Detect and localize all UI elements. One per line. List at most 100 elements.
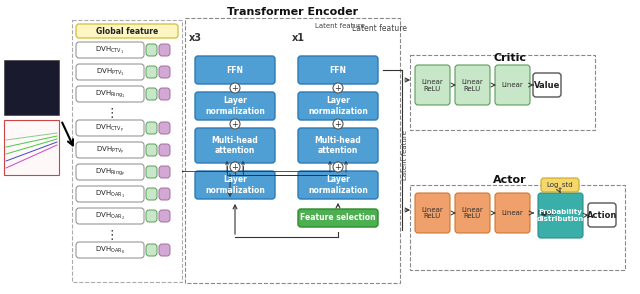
Text: +: + xyxy=(232,119,239,128)
Circle shape xyxy=(333,162,343,172)
FancyBboxPatch shape xyxy=(159,66,170,78)
FancyBboxPatch shape xyxy=(146,166,157,178)
Text: Mean: Mean xyxy=(537,210,556,216)
Text: Linear: Linear xyxy=(502,210,524,216)
FancyBboxPatch shape xyxy=(146,66,157,78)
Text: Multi-head
attention: Multi-head attention xyxy=(212,136,259,155)
FancyBboxPatch shape xyxy=(298,56,378,84)
Text: Linear
ReLU: Linear ReLU xyxy=(461,206,483,220)
FancyBboxPatch shape xyxy=(415,193,450,233)
Text: Critic: Critic xyxy=(493,53,527,63)
FancyBboxPatch shape xyxy=(146,210,157,222)
Text: +: + xyxy=(335,119,341,128)
Bar xyxy=(410,55,595,130)
FancyBboxPatch shape xyxy=(76,242,144,258)
FancyBboxPatch shape xyxy=(538,193,583,238)
Text: +: + xyxy=(232,83,239,93)
Circle shape xyxy=(333,83,343,93)
Bar xyxy=(185,18,400,283)
Text: Transformer Encoder: Transformer Encoder xyxy=(227,7,358,17)
FancyBboxPatch shape xyxy=(76,64,144,80)
FancyBboxPatch shape xyxy=(159,88,170,100)
FancyBboxPatch shape xyxy=(159,188,170,200)
Text: FFN: FFN xyxy=(330,66,346,74)
Circle shape xyxy=(230,162,240,172)
Text: FFN: FFN xyxy=(227,66,243,74)
FancyBboxPatch shape xyxy=(159,166,170,178)
FancyBboxPatch shape xyxy=(159,44,170,56)
Text: $\mathrm{DVH_{PTV_1}}$: $\mathrm{DVH_{PTV_1}}$ xyxy=(95,66,124,78)
Bar xyxy=(4,60,59,115)
Text: $\mathrm{DVH_{OAR_K}}$: $\mathrm{DVH_{OAR_K}}$ xyxy=(95,245,125,255)
FancyBboxPatch shape xyxy=(76,142,144,158)
Text: Linear
ReLU: Linear ReLU xyxy=(461,78,483,91)
Text: Layer
normalization: Layer normalization xyxy=(205,96,265,116)
FancyBboxPatch shape xyxy=(146,144,157,156)
Text: Actor: Actor xyxy=(493,175,527,185)
Text: Multi-head
attention: Multi-head attention xyxy=(315,136,362,155)
FancyBboxPatch shape xyxy=(588,203,616,227)
Text: $\mathrm{DVH_{CTV_P}}$: $\mathrm{DVH_{CTV_P}}$ xyxy=(95,123,125,133)
FancyBboxPatch shape xyxy=(159,210,170,222)
Text: Layer
normalization: Layer normalization xyxy=(308,96,368,116)
FancyBboxPatch shape xyxy=(76,120,144,136)
FancyBboxPatch shape xyxy=(195,56,275,84)
Text: Linear
ReLU: Linear ReLU xyxy=(422,206,444,220)
Text: Layer
normalization: Layer normalization xyxy=(308,175,368,195)
FancyBboxPatch shape xyxy=(146,122,157,134)
FancyBboxPatch shape xyxy=(159,144,170,156)
Text: Action: Action xyxy=(587,211,617,220)
Text: x1: x1 xyxy=(291,33,305,43)
Text: Latent feature: Latent feature xyxy=(402,130,408,180)
Text: +: + xyxy=(232,163,239,171)
FancyBboxPatch shape xyxy=(146,44,157,56)
FancyBboxPatch shape xyxy=(415,65,450,105)
Text: ⋮: ⋮ xyxy=(106,106,118,119)
Text: $\mathrm{DVH_{Ring_1}}$: $\mathrm{DVH_{Ring_1}}$ xyxy=(95,88,125,100)
Bar xyxy=(72,20,182,282)
Text: $\mathrm{DVH_{PTV_P}}$: $\mathrm{DVH_{PTV_P}}$ xyxy=(95,144,124,156)
Text: $\mathrm{DVH_{OAR_1}}$: $\mathrm{DVH_{OAR_1}}$ xyxy=(95,188,125,200)
Text: ⋮: ⋮ xyxy=(106,228,118,241)
Text: Layer
normalization: Layer normalization xyxy=(205,175,265,195)
Bar xyxy=(410,185,625,270)
FancyBboxPatch shape xyxy=(195,128,275,163)
Text: Global feature: Global feature xyxy=(96,26,158,36)
FancyBboxPatch shape xyxy=(76,186,144,202)
FancyBboxPatch shape xyxy=(533,73,561,97)
FancyBboxPatch shape xyxy=(146,88,157,100)
FancyBboxPatch shape xyxy=(195,171,275,199)
Text: Latent feature: Latent feature xyxy=(353,24,408,33)
FancyBboxPatch shape xyxy=(159,244,170,256)
Text: +: + xyxy=(335,163,341,171)
FancyBboxPatch shape xyxy=(541,178,579,192)
Text: Feature selection: Feature selection xyxy=(300,213,376,223)
FancyBboxPatch shape xyxy=(298,171,378,199)
Text: Latent feature: Latent feature xyxy=(315,23,365,29)
Text: Linear: Linear xyxy=(502,82,524,88)
Text: Linear
ReLU: Linear ReLU xyxy=(422,78,444,91)
FancyBboxPatch shape xyxy=(195,92,275,120)
FancyBboxPatch shape xyxy=(298,128,378,163)
FancyBboxPatch shape xyxy=(298,92,378,120)
FancyBboxPatch shape xyxy=(455,193,490,233)
Circle shape xyxy=(230,119,240,129)
FancyBboxPatch shape xyxy=(76,42,144,58)
FancyBboxPatch shape xyxy=(455,65,490,105)
FancyBboxPatch shape xyxy=(495,65,530,105)
Text: x3: x3 xyxy=(189,33,202,43)
Circle shape xyxy=(333,119,343,129)
FancyBboxPatch shape xyxy=(298,209,378,227)
Bar xyxy=(4,120,59,175)
FancyBboxPatch shape xyxy=(159,122,170,134)
Text: +: + xyxy=(335,83,341,93)
FancyBboxPatch shape xyxy=(146,244,157,256)
Circle shape xyxy=(230,83,240,93)
FancyBboxPatch shape xyxy=(76,164,144,180)
Text: $\mathrm{DVH_{CTV_1}}$: $\mathrm{DVH_{CTV_1}}$ xyxy=(95,44,125,56)
FancyBboxPatch shape xyxy=(146,188,157,200)
FancyBboxPatch shape xyxy=(76,208,144,224)
FancyBboxPatch shape xyxy=(76,24,178,38)
Text: $\mathrm{DVH_{Ring_P}}$: $\mathrm{DVH_{Ring_P}}$ xyxy=(95,166,125,178)
Text: Value: Value xyxy=(534,81,560,89)
